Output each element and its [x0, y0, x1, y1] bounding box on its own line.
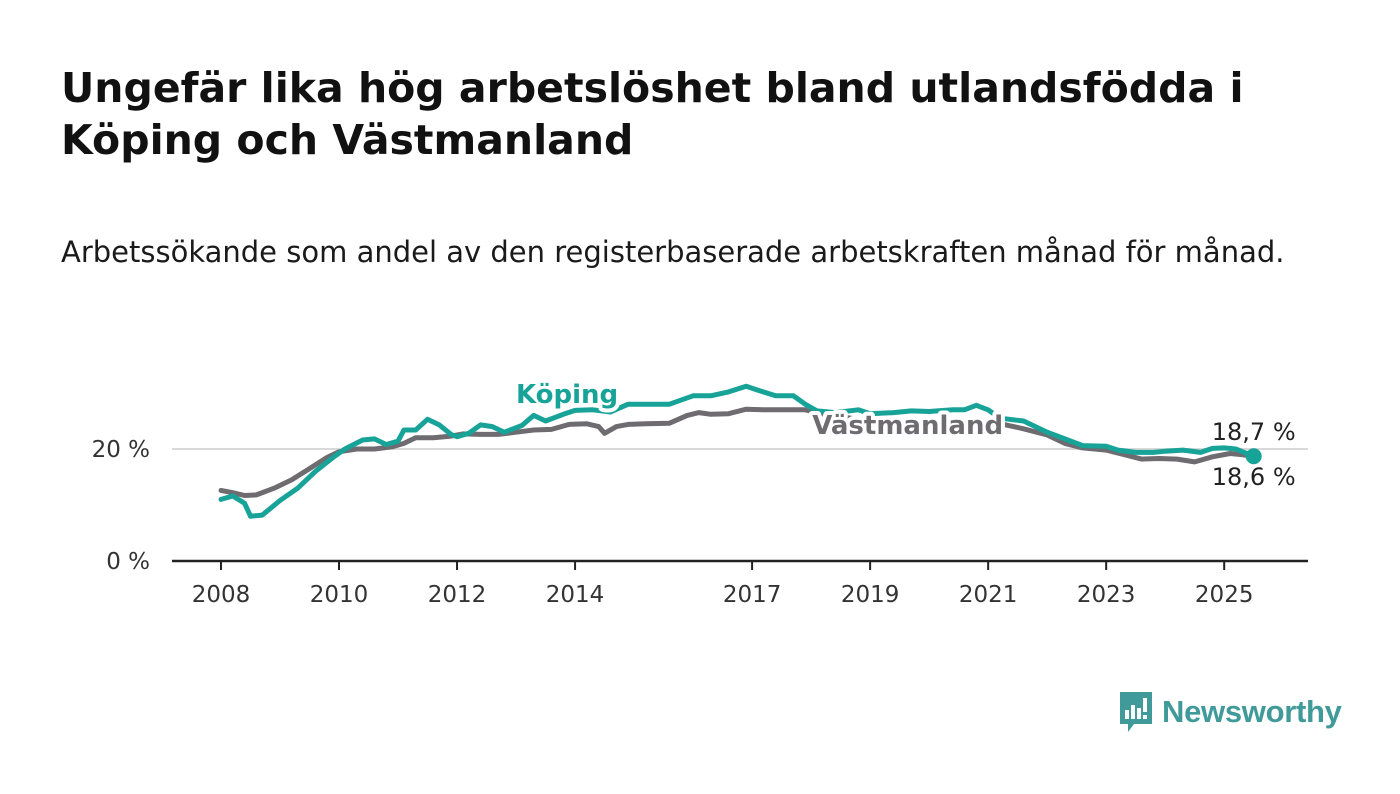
x-tick-label: 2017 [723, 582, 782, 608]
series-labels: Köping Västmanland 18,7 % 18,6 % [512, 376, 1296, 491]
axes: 0 % 20 % 2008 2010 2012 2014 2017 2019 2021 2023 2… [92, 437, 1308, 608]
series-line-köping [218, 383, 1257, 519]
newsworthy-logo: Newsworthy [1118, 690, 1342, 734]
x-tick-label: 2025 [1195, 582, 1254, 608]
end-value-label-koping: 18,7 % [1212, 418, 1296, 446]
chart-subtitle: Arbetssökande som andel av den registerb… [61, 235, 1285, 269]
chart-title: Ungefär lika hög arbetslöshet bland utla… [61, 64, 1244, 164]
series-lines [218, 383, 1262, 519]
newsworthy-logo-icon [1120, 692, 1152, 732]
x-tick-label: 2014 [546, 582, 605, 608]
series-label-köping: Köping [516, 380, 618, 410]
x-tick-label: 2023 [1077, 582, 1136, 608]
x-tick-label: 2019 [841, 582, 900, 608]
y-tick-label: 0 % [106, 549, 150, 575]
x-tick-label: 2012 [428, 582, 487, 608]
x-tick-label: 2021 [959, 582, 1018, 608]
end-point-marker [1245, 448, 1262, 465]
newsworthy-logo-text: Newsworthy [1162, 694, 1342, 729]
x-tick-label: 2008 [192, 582, 251, 608]
series-label-västmanland: Västmanland [812, 411, 1003, 441]
y-tick-label: 20 % [92, 437, 150, 463]
end-value-label-vastmanland: 18,6 % [1212, 463, 1296, 491]
series-line-västmanland [218, 406, 1257, 498]
x-tick-label: 2010 [310, 582, 369, 608]
